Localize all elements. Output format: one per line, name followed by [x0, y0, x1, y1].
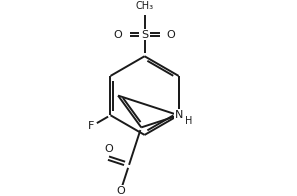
Text: O: O: [167, 30, 175, 40]
Text: O: O: [114, 30, 123, 40]
Text: F: F: [88, 122, 94, 132]
Text: O: O: [116, 186, 125, 196]
Text: N: N: [174, 110, 183, 120]
Text: O: O: [104, 144, 113, 154]
Text: CH₃: CH₃: [135, 1, 154, 11]
Text: S: S: [141, 30, 148, 40]
Text: H: H: [184, 116, 192, 126]
